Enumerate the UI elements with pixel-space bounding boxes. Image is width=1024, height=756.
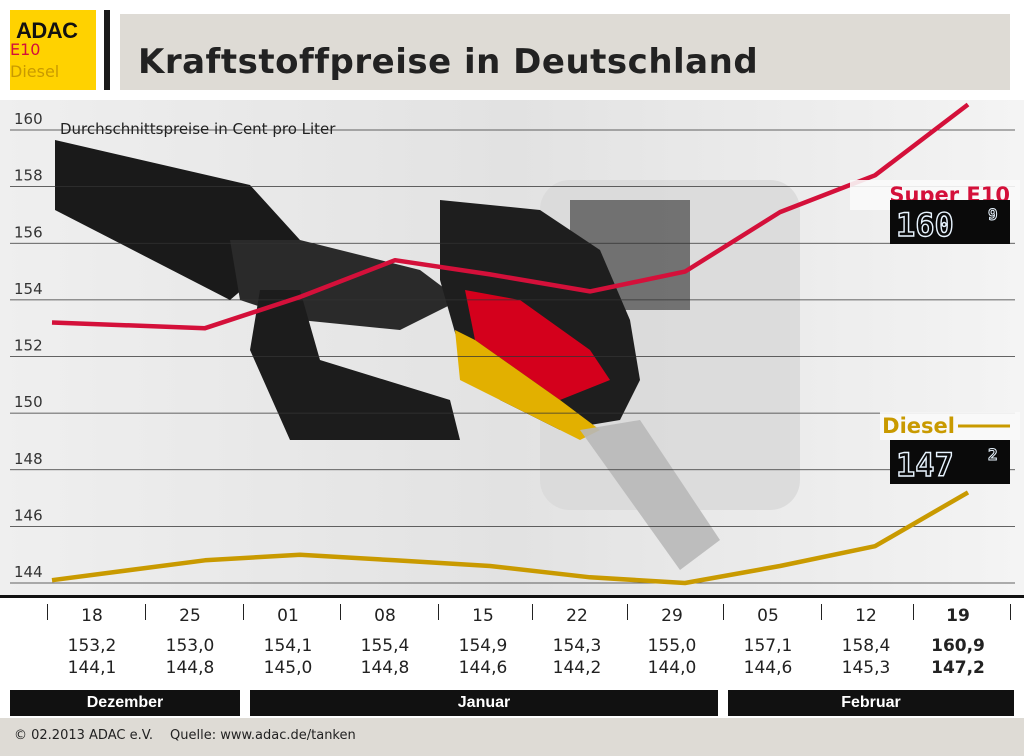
diesel-value-cell: 144,8 [165,658,215,678]
x-tick-label: 05 [757,606,779,626]
diesel-value-cell: 144,8 [360,658,410,678]
y-tick-label: 160 [14,110,43,128]
diesel-value-cell: 144,2 [552,658,602,678]
diesel-price-display: 147 2 [890,440,1010,485]
x-tick-label: 15 [472,606,494,626]
y-tick-label: 146 [14,506,43,524]
e10-value-cell: 158,4 [841,636,891,656]
price-chart: 144 146 148 150 152 154 156 158 160 Durchschnitt… [0,100,1024,595]
diesel-value-cell: 144,1 [67,658,117,678]
diesel-value-cell: 147,2 [931,658,985,678]
fuel-nozzle-illustration [55,140,800,570]
adac-logo: ADAC [10,10,96,90]
diesel-display-sup: 2 [988,445,998,464]
x-tick-mark [532,604,533,620]
logo-text: ADAC [16,18,78,43]
e10-value-cell: 154,3 [552,636,602,656]
x-tick-label: 18 [81,606,103,626]
diesel-value-cell: 145,0 [263,658,313,678]
month-dezember: Dezember [10,690,240,716]
page-title: Kraftstoffpreise in Deutschland [138,42,759,82]
x-tick-mark [821,604,822,620]
x-tick-mark [47,604,48,620]
axis-baseline [0,595,1024,598]
x-tick-label: 12 [855,606,877,626]
e10-value-cell: 154,9 [458,636,508,656]
e10-value-cell: 160,9 [931,636,985,656]
x-tick-mark [340,604,341,620]
copyright: © 02.2013 ADAC e.V. [14,728,154,743]
y-axis-ticks: 144 146 148 150 152 154 156 158 160 [14,110,43,581]
y-tick-label: 144 [14,563,43,581]
e10-display-sup: 9 [988,205,998,224]
y-tick-label: 148 [14,450,43,468]
e10-row-label: E10 [10,40,41,59]
x-tick-label: 22 [566,606,588,626]
x-tick-label: 25 [179,606,201,626]
y-tick-label: 150 [14,393,43,411]
y-tick-label: 156 [14,223,43,241]
x-tick-mark [1010,604,1011,620]
y-tick-label: 152 [14,337,43,355]
footer: © 02.2013 ADAC e.V. Quelle: www.adac.de/… [0,718,1024,756]
x-tick-mark [145,604,146,620]
x-tick-label: 29 [661,606,683,626]
diesel-display-digits: 147 [896,446,954,484]
diesel-series-line [51,490,970,586]
diesel-value-cell: 144,6 [743,658,793,678]
y-tick-label: 158 [14,167,43,185]
x-tick-mark [627,604,628,620]
e10-value-cell: 153,0 [165,636,215,656]
e10-value-cell: 155,0 [647,636,697,656]
e10-value-cell: 155,4 [360,636,410,656]
x-tick-mark [243,604,244,620]
logo-divider [104,10,110,90]
data-table: 18 153,2 144,1 25 153,0 144,8 01 154,1 145,0 08 15… [0,598,1024,684]
e10-value-cell: 157,1 [743,636,793,656]
x-tick-label: 08 [374,606,396,626]
diesel-value-cell: 145,3 [841,658,891,678]
unit-label: Durchschnittspreise in Cent pro Liter [60,120,336,138]
e10-series-line [51,102,970,331]
e10-value-cell: 154,1 [263,636,313,656]
source: Quelle: www.adac.de/tanken [170,728,356,743]
x-tick-mark [438,604,439,620]
y-tick-label: 154 [14,280,43,298]
month-januar: Januar [250,690,718,716]
e10-value-cell: 153,2 [67,636,117,656]
month-februar: Februar [728,690,1014,716]
diesel-value-cell: 144,6 [458,658,508,678]
x-tick-label: 01 [277,606,299,626]
e10-display-digits: 160 [896,206,954,244]
diesel-value-cell: 144,0 [647,658,697,678]
diesel-series-name: Diesel [882,414,955,438]
title-band [120,14,1010,90]
x-tick-mark [723,604,724,620]
e10-price-display: 160 9 [890,200,1010,245]
x-tick-mark [913,604,914,620]
x-tick-label: 19 [946,606,970,626]
diesel-row-label: Diesel [10,62,60,81]
